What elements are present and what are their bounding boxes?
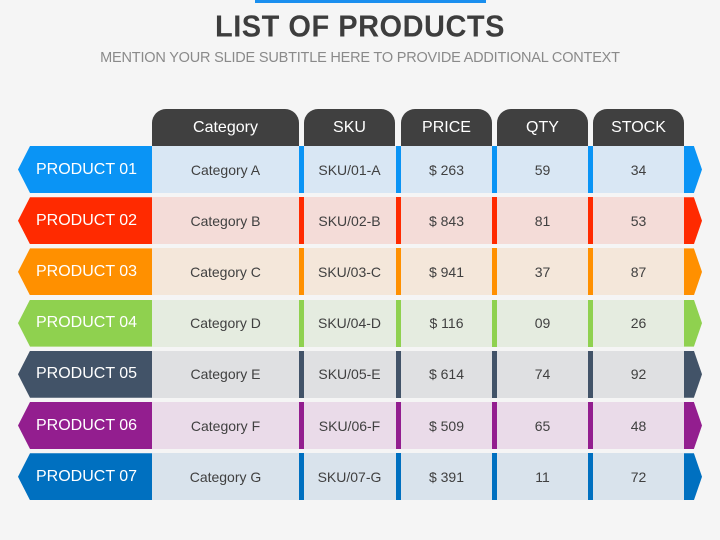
cell-qty: 65 xyxy=(534,417,551,434)
column-separator xyxy=(588,453,593,501)
top-accent-bar xyxy=(255,0,486,3)
arrow-right-icon xyxy=(684,350,702,398)
column-separator xyxy=(396,248,401,296)
column-separator xyxy=(396,197,401,245)
arrow-right-icon xyxy=(684,248,702,296)
column-separator xyxy=(396,146,401,193)
column-separator xyxy=(492,299,497,347)
column-separator xyxy=(492,197,497,245)
arrow-right-icon xyxy=(684,197,702,245)
cell-qty: 74 xyxy=(534,366,551,383)
table-row: PRODUCT 07 Category G SKU/07-G $ 391 11 72 xyxy=(0,453,720,501)
column-separator xyxy=(588,146,593,193)
cell-sku: SKU/02-B xyxy=(318,212,381,229)
row-background xyxy=(152,453,684,501)
row-background xyxy=(152,248,684,296)
cell-price: $ 941 xyxy=(428,263,465,280)
table-row: PRODUCT 04 Category D SKU/04-D $ 116 09 26 xyxy=(0,299,720,347)
row-background xyxy=(152,146,684,193)
cell-price: $ 391 xyxy=(428,468,465,485)
table-row: PRODUCT 02 Category B SKU/02-B $ 843 81 53 xyxy=(0,197,720,245)
table-row: PRODUCT 01 Category A SKU/01-A $ 263 59 34 xyxy=(0,146,720,193)
column-separator xyxy=(492,453,497,501)
cell-category: Category F xyxy=(190,417,261,434)
cell-category: Category A xyxy=(190,161,261,178)
column-header-category: Category xyxy=(152,109,299,146)
cell-stock: 34 xyxy=(630,161,647,178)
cell-qty: 09 xyxy=(534,315,551,332)
product-label: PRODUCT 03 xyxy=(18,248,152,296)
column-header-price: PRICE xyxy=(401,109,492,146)
page-title: LIST OF PRODUCTS xyxy=(215,10,505,44)
cell-sku: SKU/04-D xyxy=(317,315,382,332)
column-header-sku: SKU xyxy=(304,109,395,146)
column-separator xyxy=(492,146,497,193)
column-header-stock: STOCK xyxy=(593,109,684,146)
column-separator xyxy=(299,197,304,245)
cell-sku: SKU/03-C xyxy=(317,263,382,280)
column-separator xyxy=(299,299,304,347)
column-separator xyxy=(299,453,304,501)
product-label: PRODUCT 06 xyxy=(18,402,152,449)
cell-category: Category B xyxy=(190,212,261,229)
cell-price: $ 843 xyxy=(428,212,465,229)
cell-price: $ 509 xyxy=(428,417,465,434)
cell-sku: SKU/01-A xyxy=(318,161,381,178)
column-separator xyxy=(492,248,497,296)
column-header-qty: QTY xyxy=(497,109,588,146)
cell-stock: 26 xyxy=(630,315,647,332)
product-label: PRODUCT 07 xyxy=(18,453,152,501)
column-separator xyxy=(299,248,304,296)
cell-sku: SKU/06-F xyxy=(318,417,381,434)
column-separator xyxy=(299,402,304,449)
arrow-right-icon xyxy=(684,453,702,501)
column-separator xyxy=(492,402,497,449)
column-separator xyxy=(299,350,304,398)
column-separator xyxy=(588,402,593,449)
row-background xyxy=(152,197,684,245)
column-separator xyxy=(299,146,304,193)
row-background xyxy=(152,350,684,398)
cell-stock: 87 xyxy=(630,263,647,280)
column-separator xyxy=(396,350,401,398)
table-row: PRODUCT 05 Category E SKU/05-E $ 614 74 92 xyxy=(0,350,720,398)
cell-category: Category G xyxy=(189,468,262,485)
cell-stock: 72 xyxy=(630,468,647,485)
column-separator xyxy=(588,197,593,245)
cell-stock: 48 xyxy=(630,417,647,434)
product-label: PRODUCT 02 xyxy=(18,197,152,245)
cell-stock: 53 xyxy=(630,212,647,229)
product-label: PRODUCT 04 xyxy=(18,299,152,347)
table-row: PRODUCT 03 Category C SKU/03-C $ 941 37 87 xyxy=(0,248,720,296)
arrow-right-icon xyxy=(684,146,702,193)
column-separator xyxy=(588,248,593,296)
cell-qty: 37 xyxy=(534,263,551,280)
column-separator xyxy=(396,299,401,347)
product-label: PRODUCT 01 xyxy=(18,146,152,193)
product-label: PRODUCT 05 xyxy=(18,350,152,398)
arrow-right-icon xyxy=(684,299,702,347)
cell-category: Category E xyxy=(190,366,261,383)
page-subtitle: MENTION YOUR SLIDE SUBTITLE HERE TO PROV… xyxy=(100,50,620,66)
row-background xyxy=(152,402,684,449)
table-row: PRODUCT 06 Category F SKU/06-F $ 509 65 48 xyxy=(0,402,720,449)
cell-price: $ 263 xyxy=(428,161,465,178)
cell-qty: 81 xyxy=(534,212,551,229)
cell-qty: 11 xyxy=(535,468,550,485)
cell-category: Category C xyxy=(190,263,261,280)
column-separator xyxy=(588,299,593,347)
cell-price: $ 614 xyxy=(428,366,465,383)
cell-category: Category D xyxy=(190,315,261,332)
cell-stock: 92 xyxy=(630,366,647,383)
cell-price: $ 116 xyxy=(429,315,464,332)
column-separator xyxy=(396,453,401,501)
cell-sku: SKU/05-E xyxy=(318,366,381,383)
row-background xyxy=(152,299,684,347)
column-separator xyxy=(396,402,401,449)
cell-sku: SKU/07-G xyxy=(317,468,382,485)
column-separator xyxy=(492,350,497,398)
arrow-right-icon xyxy=(684,402,702,449)
column-separator xyxy=(588,350,593,398)
cell-qty: 59 xyxy=(534,161,551,178)
